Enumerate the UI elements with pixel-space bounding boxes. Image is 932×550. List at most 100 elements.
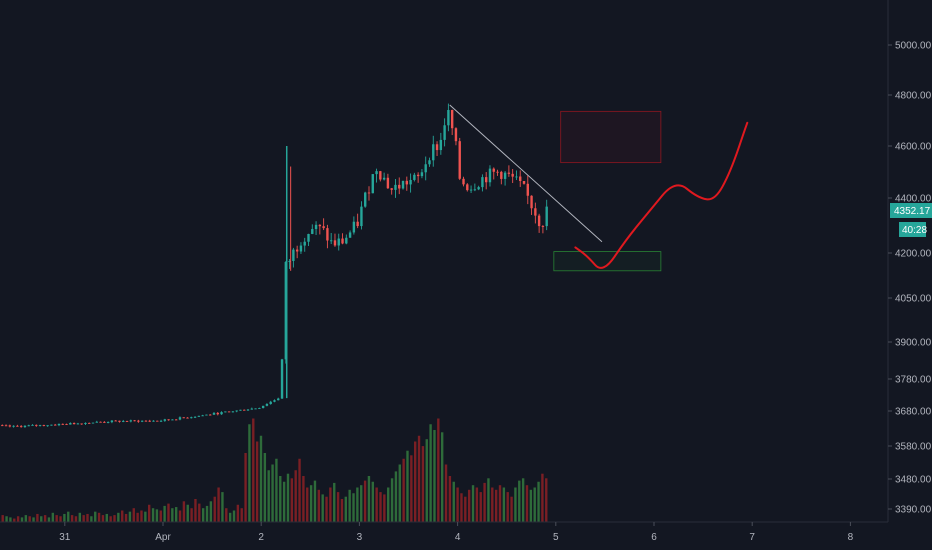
candle-body: [122, 421, 125, 422]
countdown-badge-bg: [899, 222, 926, 237]
volume-bar: [398, 464, 401, 522]
candle-body: [360, 206, 363, 227]
volume-bar: [82, 515, 85, 522]
candle-body: [382, 177, 386, 180]
time-axis[interactable]: 31 Apr 2 3 4 5 6 7 8: [0, 521, 888, 543]
price-tick-label: 3780.00: [895, 375, 932, 386]
candle-body: [386, 177, 390, 189]
candle-body: [409, 179, 412, 185]
volume-bar: [101, 515, 105, 522]
volume-bar: [259, 435, 263, 522]
volume-bar: [483, 482, 486, 522]
volume-bar: [159, 510, 162, 522]
volume-bar: [498, 485, 502, 522]
projection-path[interactable]: [574, 121, 749, 269]
candle-body: [401, 180, 405, 189]
volume-bar: [467, 489, 471, 522]
volume-bar: [302, 476, 305, 522]
target-zone[interactable]: [560, 110, 662, 164]
candle-body: [284, 262, 288, 360]
volume-bar: [448, 476, 452, 522]
candle-body: [379, 171, 382, 180]
volume-bar: [132, 508, 135, 522]
price-axis[interactable]: 5000.00 4800.00 4600.00 4400.00 4200.00 4050.…: [887, 0, 932, 522]
support-zone[interactable]: [553, 251, 662, 272]
candle-body: [537, 215, 541, 227]
volume-bar: [437, 418, 440, 522]
volume-bar: [105, 513, 108, 522]
volume-bar: [209, 501, 213, 522]
volume-bar: [67, 511, 70, 522]
volume-bar: [113, 515, 116, 522]
volume-bar: [525, 485, 529, 522]
price-tick-label: 5000.00: [895, 41, 932, 52]
candle-body: [106, 422, 110, 423]
volume-bar: [421, 446, 425, 522]
candle-body: [201, 415, 204, 417]
volume-bar: [51, 512, 55, 522]
candle-body: [103, 421, 106, 423]
time-tick-label: 7: [749, 532, 755, 543]
volume-bar: [360, 485, 363, 522]
candle-body: [114, 420, 117, 422]
volume-bar: [36, 513, 39, 522]
volume-bar: [537, 481, 540, 522]
candle-body: [224, 411, 227, 413]
candle-body: [318, 224, 322, 227]
volume-bar: [371, 481, 374, 522]
volume-bar: [521, 478, 525, 522]
volume-bar: [163, 505, 166, 522]
candle-body: [398, 184, 401, 189]
candle-body: [348, 232, 352, 238]
volume-bar: [363, 480, 367, 522]
time-tick-label: 4: [455, 532, 461, 543]
candle-body: [46, 425, 49, 427]
volume-bar: [333, 482, 336, 522]
volume-bar: [387, 487, 390, 522]
volume-bar: [352, 493, 355, 522]
candle-body: [239, 409, 242, 411]
volume-bar: [148, 504, 151, 522]
candle-body: [466, 184, 469, 191]
candle-body: [329, 240, 333, 242]
candle-body: [265, 404, 269, 406]
volume-bar: [336, 492, 340, 522]
volume-bar: [529, 489, 533, 522]
volume-bar: [40, 516, 43, 522]
candle-body: [390, 188, 393, 190]
price-tick-label: 3480.00: [895, 475, 932, 486]
candle-body: [341, 238, 344, 244]
volume-bar: [1, 515, 4, 522]
candle-body: [280, 359, 284, 399]
price-tick-label: 3580.00: [895, 442, 932, 453]
volume-bar: [279, 476, 282, 522]
volume-bar: [475, 487, 479, 522]
candle-body: [337, 238, 340, 246]
candle-body: [243, 409, 246, 411]
candle-body: [295, 249, 299, 252]
candle-body: [72, 422, 76, 425]
volume-bar: [248, 424, 251, 522]
candle-body: [156, 420, 159, 422]
candle-body: [163, 419, 167, 421]
volume-bar: [306, 487, 309, 522]
volume-bar: [20, 517, 24, 522]
volume-bar: [356, 487, 359, 522]
trendline[interactable]: [449, 104, 603, 243]
volume-bar: [171, 508, 174, 522]
volume-bar: [9, 517, 12, 522]
volume-bar: [167, 503, 170, 522]
candle-body: [212, 412, 216, 415]
candle-body: [38, 424, 42, 426]
candle-body: [530, 195, 533, 209]
volume-bar: [348, 489, 351, 522]
volume-bar: [232, 510, 236, 522]
volume-bar: [417, 435, 421, 522]
price-tick-label: 3680.00: [895, 407, 932, 418]
volume-bar: [394, 471, 398, 522]
candle-body: [167, 419, 170, 421]
volume-bar: [144, 511, 147, 522]
candle-body: [261, 405, 265, 409]
volume-bar: [298, 458, 301, 522]
